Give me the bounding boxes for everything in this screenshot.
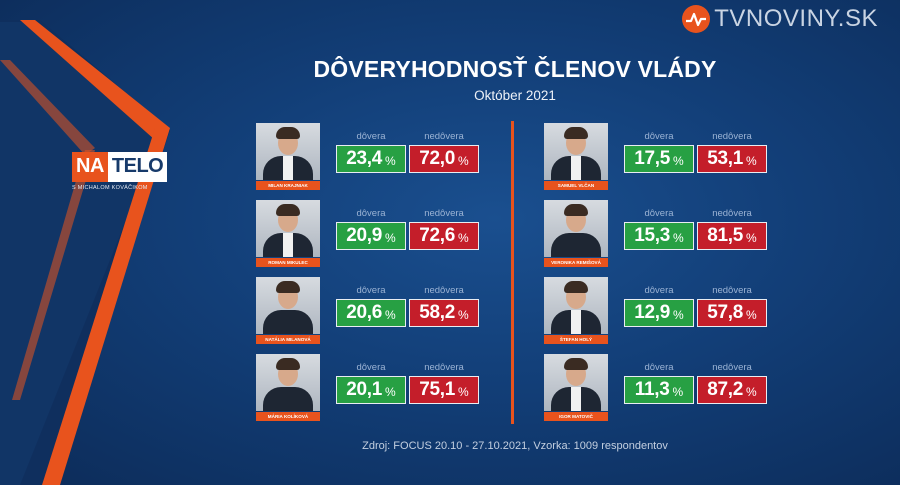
distrust-value: 53,1 [707,148,744,169]
percent-sign: % [673,153,684,168]
distrust-label: nedôvera [712,362,752,373]
trust-label: dôvera [644,131,674,142]
percent-sign: % [672,384,684,399]
trust-value-box: 15,3% [624,222,694,250]
trust-label: dôvera [644,208,674,219]
member-name: SAMUEL VLČAN [544,181,608,190]
member-photo [544,200,608,257]
distrust-value-box: 75,1% [409,376,479,404]
distrust-label: nedôvera [424,285,464,296]
percent-sign: % [458,384,469,399]
distrust-value-box: 87,2% [697,376,767,404]
distrust-value: 57,8 [707,302,744,323]
distrust-value: 58,2 [419,302,456,323]
member-photo [544,277,608,334]
member-name: VERONIKA REMIŠOVÁ [544,258,608,267]
member-photo [256,200,320,257]
trust-value-box: 11,3% [624,376,694,404]
distrust-label: nedôvera [712,285,752,296]
trust-label: dôvera [356,285,386,296]
member-photo [544,354,608,411]
distrust-value: 72,6 [419,225,456,246]
member-name: ŠTEFAN HOLÝ [544,335,608,344]
member-name: MILAN KRAJNIAK [256,181,320,190]
distrust-value-box: 72,6% [409,222,479,250]
percent-sign: % [458,307,469,322]
distrust-value-box: 53,1% [697,145,767,173]
trust-value: 12,9 [634,302,671,323]
percent-sign: % [385,307,396,322]
percent-sign: % [746,153,757,168]
show-logo: NA TELO S MICHALOM KOVÁČIKOM [72,152,168,191]
member-photo [256,123,320,180]
percent-sign: % [673,230,684,245]
distrust-value: 87,2 [707,379,744,400]
show-logo-telo: TELO [107,152,168,182]
distrust-value-box: 58,2% [409,299,479,327]
trust-label: dôvera [356,362,386,373]
trust-value-box: 20,9% [336,222,406,250]
source-footnote: Zdroj: FOCUS 20.10 - 27.10.2021, Vzorka:… [362,440,668,452]
distrust-value: 81,5 [707,225,744,246]
percent-sign: % [385,153,396,168]
brand-watermark: TVNOVINY.SK [682,5,878,33]
trust-value: 20,9 [346,225,383,246]
member-photo [544,123,608,180]
page-title: DÔVERYHODNOSŤ ČLENOV VLÁDY [313,56,717,82]
distrust-label: nedôvera [424,208,464,219]
member-name: MÁRIA KOLÍKOVÁ [256,412,320,421]
distrust-value: 72,0 [419,148,456,169]
percent-sign: % [746,384,757,399]
percent-sign: % [673,307,684,322]
trust-value: 23,4 [346,148,383,169]
member-name: IGOR MATOVIČ [544,412,608,421]
trust-value-box: 20,6% [336,299,406,327]
distrust-value-box: 57,8% [697,299,767,327]
distrust-label: nedôvera [712,131,752,142]
trust-label: dôvera [356,208,386,219]
member-name: ROMAN MIKULEC [256,258,320,267]
percent-sign: % [746,230,757,245]
distrust-value-box: 81,5% [697,222,767,250]
percent-sign: % [746,307,757,322]
member-photo [256,354,320,411]
trust-value: 17,5 [634,148,671,169]
column-divider [511,121,514,424]
trust-value: 15,3 [634,225,671,246]
percent-sign: % [458,153,469,168]
distrust-label: nedôvera [424,131,464,142]
trust-label: dôvera [356,131,386,142]
distrust-label: nedôvera [712,208,752,219]
trust-value: 20,6 [346,302,383,323]
trust-value-box: 12,9% [624,299,694,327]
tvnoviny-logo-icon [682,5,711,33]
show-logo-subtitle: S MICHALOM KOVÁČIKOM [72,185,148,191]
trust-value: 20,1 [346,379,383,400]
trust-label: dôvera [644,285,674,296]
page-subtitle: Október 2021 [474,88,556,103]
percent-sign: % [385,384,396,399]
distrust-label: nedôvera [424,362,464,373]
trust-value-box: 17,5% [624,145,694,173]
trust-value: 11,3 [634,379,670,400]
member-photo [256,277,320,334]
decorative-stripes [0,20,170,485]
percent-sign: % [385,230,396,245]
member-name: NATÁLIA MILANOVÁ [256,335,320,344]
distrust-value: 75,1 [419,379,456,400]
distrust-value-box: 72,0% [409,145,479,173]
trust-label: dôvera [644,362,674,373]
show-logo-na: NA [72,152,108,182]
percent-sign: % [458,230,469,245]
brand-name: TVNOVINY.SK [714,5,878,32]
trust-value-box: 20,1% [336,376,406,404]
trust-value-box: 23,4% [336,145,406,173]
